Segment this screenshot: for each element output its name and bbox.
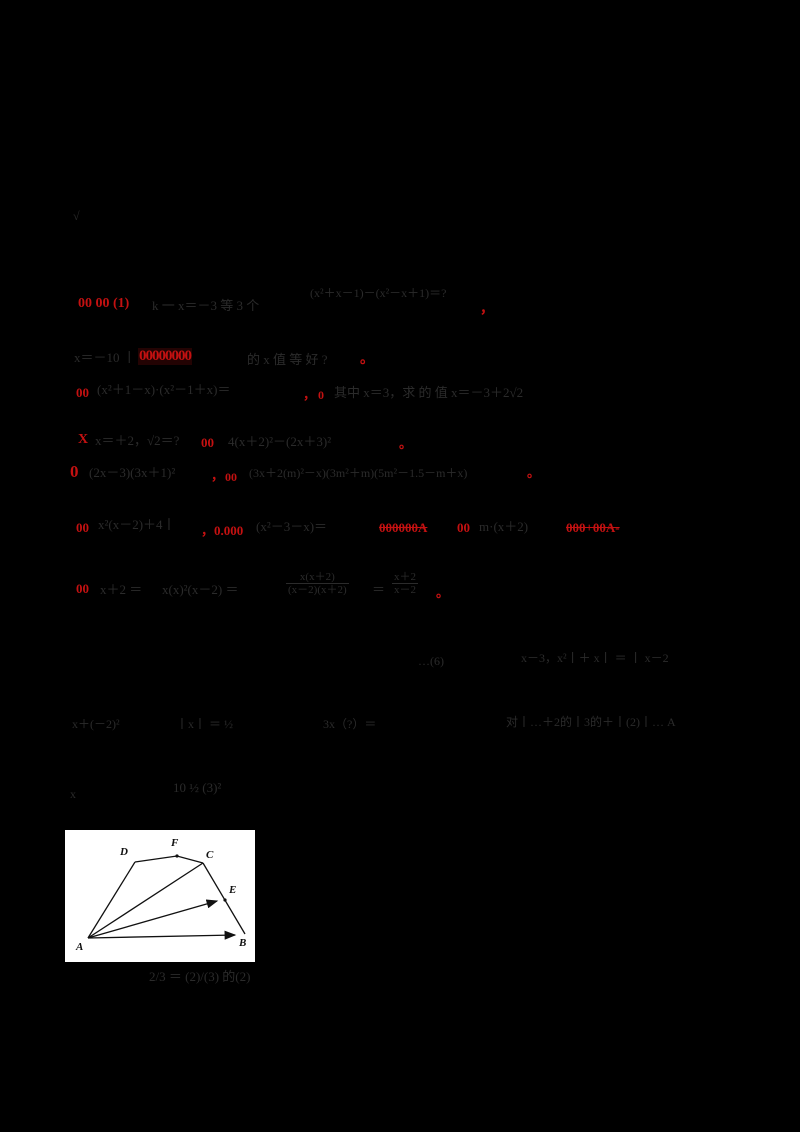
- red-annotation: 0: [318, 388, 324, 402]
- red-annotation: ，: [303, 387, 317, 402]
- red-annotation: 00: [76, 581, 89, 596]
- text-fragment: x＝－10 丨: [74, 350, 136, 365]
- text-fragment: 4(x＋2)²－(2x＋3)²: [228, 434, 332, 449]
- text-fragment: 2/3 ＝ (2)/(3) 的(2): [149, 969, 251, 984]
- edge-AB-arrow: [87, 930, 237, 940]
- fraction-numerator: x＋2: [392, 571, 418, 585]
- red-annotation: 。: [399, 436, 413, 451]
- text-fragment: x(x)²(x－2) ＝: [162, 582, 239, 597]
- text-fragment: (x²＋x－1)－(x²－x＋1)＝?: [310, 286, 447, 300]
- text-fragment: 10 ½ (3)²: [173, 780, 222, 795]
- text-fragment: …(6): [418, 654, 444, 668]
- point-E-dot: [223, 898, 227, 902]
- red-annotation: 00 00 (1): [78, 296, 130, 311]
- geometry-figure: D F C E A B: [65, 830, 255, 962]
- red-annotation: 。: [436, 585, 450, 600]
- point-label-E: E: [228, 884, 236, 896]
- red-annotation: 00: [201, 435, 214, 450]
- text-fragment: x: [70, 787, 76, 801]
- red-annotation: 00: [225, 470, 237, 484]
- text-fragment: 的 x 值 等 好 ?: [247, 352, 328, 367]
- red-strikethrough: 000000A: [379, 520, 428, 535]
- edge-AD: [87, 861, 136, 939]
- point-F-dot: [175, 854, 179, 858]
- text-fragment: x²(x－2)＋4丨: [98, 517, 176, 532]
- fraction: x＋2 x－2: [392, 571, 418, 596]
- text-fragment: (x²－3－x)＝: [256, 519, 328, 534]
- red-annotation: 0: [70, 462, 79, 481]
- text-fragment: x＋(－2)²: [72, 717, 120, 731]
- red-annotation: 00: [457, 520, 470, 535]
- red-annotation: 00: [76, 385, 89, 400]
- text-fragment: x＋2 ＝: [100, 582, 143, 597]
- fraction: x(x＋2) (x－2)(x＋2): [286, 571, 349, 596]
- segment-AE-arrow: [87, 899, 219, 939]
- point-label-F: F: [170, 837, 179, 849]
- text-fragment: 3x（?）＝: [323, 717, 377, 731]
- segment-AC: [87, 862, 204, 939]
- red-strikethrough: 000+00A-: [566, 520, 620, 535]
- text-fragment: x＝＋2，√2＝?: [95, 433, 180, 448]
- text-fragment: 丨x丨 ＝ ½: [176, 717, 234, 731]
- text-fragment: (3x＋2(m)²－x)(3m²＋m)(5m²－1.5－m＋x): [249, 466, 468, 480]
- point-label-A: A: [75, 941, 83, 953]
- text-fragment: (x²＋1－x)·(x²－1＋x)＝: [97, 382, 231, 397]
- text-fragment: x－3，x²丨＋ x丨 ＝ 丨 x－2: [521, 651, 669, 665]
- red-annotation: 00000000: [138, 348, 192, 365]
- red-annotation: ，0.000: [201, 523, 244, 538]
- point-label-C: C: [206, 849, 214, 861]
- faint-mark: √: [73, 209, 80, 223]
- trapezoid-diagram: D F C E A B: [75, 837, 246, 953]
- text-fragment: m·(x＋2): [479, 519, 529, 534]
- fraction-numerator: x(x＋2): [286, 571, 349, 585]
- text-fragment: ＝: [372, 582, 386, 597]
- red-annotation: ，: [211, 468, 225, 483]
- red-annotation: 。: [527, 465, 541, 480]
- fraction-denominator: x－2: [394, 584, 416, 597]
- red-annotation: 00: [76, 520, 89, 535]
- text-fragment: k 一 x＝－3 等 3 个: [152, 298, 260, 313]
- text-fragment: (2x－3)(3x＋1)²: [89, 465, 176, 480]
- edge-DFC: [134, 855, 204, 864]
- red-annotation: ，: [480, 302, 494, 317]
- text-fragment: 对丨…＋2的丨3的＋丨(2)丨… A: [506, 715, 676, 729]
- red-annotation: 。: [360, 352, 374, 367]
- red-annotation: X: [78, 432, 89, 447]
- point-label-D: D: [119, 846, 128, 858]
- point-label-B: B: [238, 937, 246, 949]
- text-fragment: 其中 x＝3，求 的 值 x＝－3＋2√2: [334, 385, 524, 400]
- fraction-denominator: (x－2)(x＋2): [288, 584, 347, 597]
- edge-CB: [202, 862, 246, 935]
